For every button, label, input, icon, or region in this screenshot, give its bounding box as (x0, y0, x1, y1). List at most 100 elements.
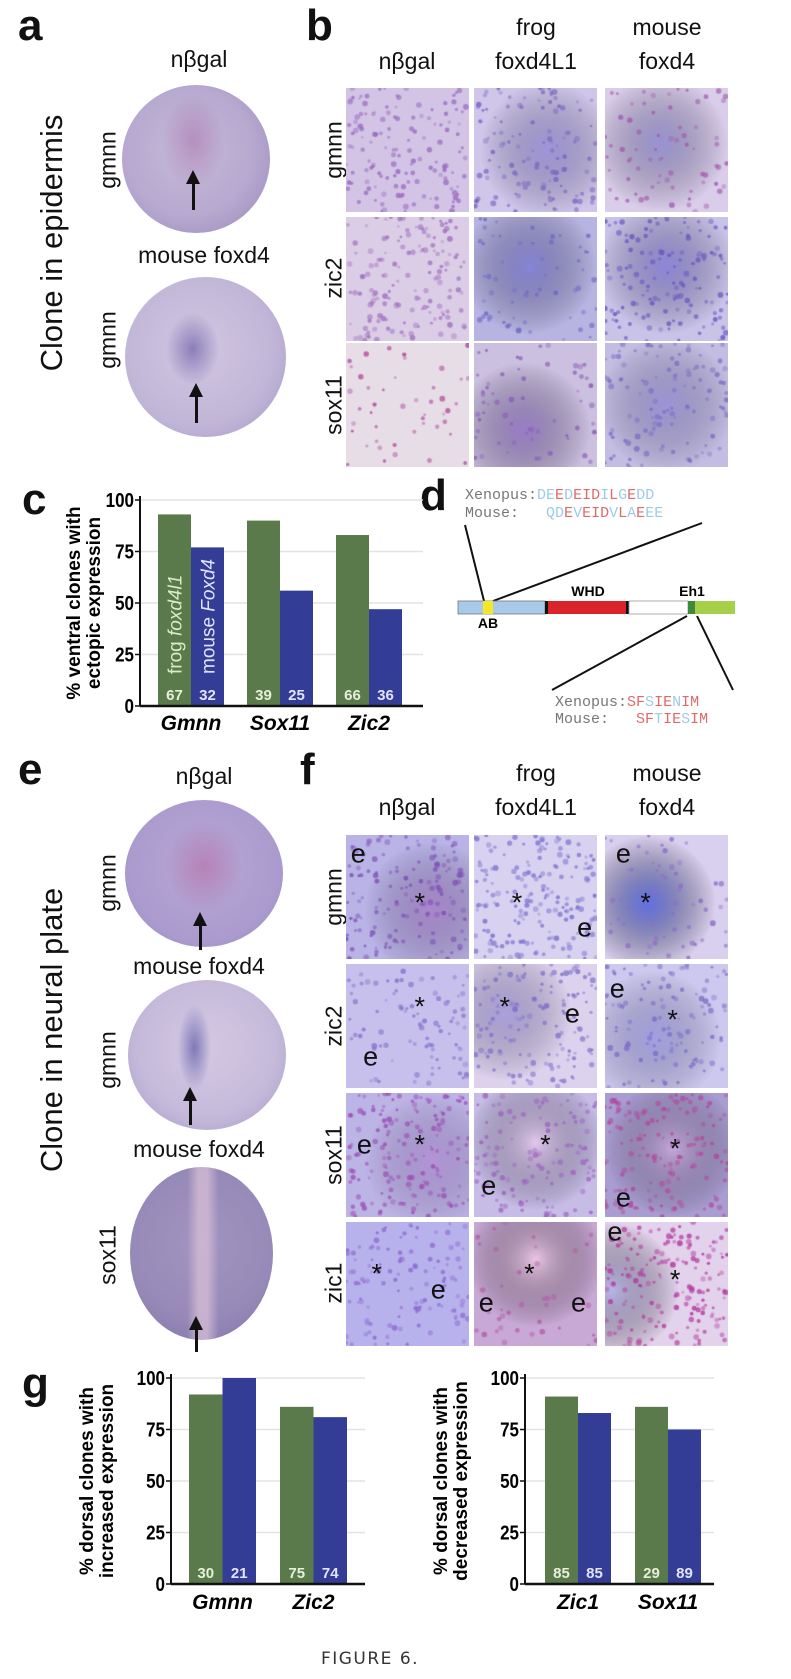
ab-domain (483, 601, 493, 614)
bar-count-label: 75 (288, 1565, 305, 1582)
amino-acid: E (654, 505, 664, 522)
protein-domain-diagram: WHD Eh1 AB (457, 522, 735, 691)
domain-border (545, 601, 548, 614)
amino-acid-sequence: QDEVEIDVLAEEE (546, 505, 663, 522)
embryo-image (130, 1167, 273, 1340)
micrograph-panel: e * (605, 1222, 728, 1346)
amino-acid: E (672, 711, 682, 728)
epidermis-marker: e (609, 973, 625, 1004)
sequence-mouse-eh1: Mouse: SFTIESIM (555, 712, 708, 727)
callout-line (551, 615, 688, 691)
micrograph-panel (605, 88, 728, 212)
panel-label-f: f (300, 745, 315, 794)
amino-acid: F (636, 694, 646, 711)
callout-line (492, 522, 703, 602)
amino-acid: L (609, 487, 619, 504)
column-header-line2: foxd4L1 (495, 48, 577, 74)
amino-acid-sequence: SFTIESIM (636, 711, 708, 728)
amino-acid: E (663, 694, 673, 711)
amino-acid: I (690, 711, 700, 728)
amino-acid: E (555, 487, 565, 504)
bar (545, 1396, 578, 1584)
y-axis-label: % dorsal clones with (431, 1387, 452, 1575)
amino-acid-sequence: DEEDEIDILGEDD (537, 487, 654, 504)
bar (158, 514, 191, 706)
y-tick-label: 0 (125, 695, 134, 718)
y-tick-label: 25 (500, 1521, 519, 1544)
y-tick-label: 100 (106, 489, 134, 512)
micrograph-panel: e * (346, 835, 469, 959)
domain-label-eh1: Eh1 (679, 583, 705, 599)
bar-count-label: 36 (377, 687, 394, 704)
clone-center-asterisk: * (511, 887, 523, 918)
amino-acid: I (654, 694, 664, 711)
bar-count-label: 32 (199, 687, 216, 704)
amino-acid: S (636, 711, 646, 728)
micrograph-panel (346, 343, 469, 467)
epidermis-marker: e (607, 1222, 623, 1247)
eh1-domain (688, 601, 695, 614)
arrow-icon (183, 1087, 197, 1125)
amino-acid: D (591, 487, 601, 504)
sequence-xenopus-ab: Xenopus:DEEDEIDILGEDD (465, 488, 654, 503)
epidermis-marker: e (577, 912, 593, 943)
bar (222, 1378, 256, 1584)
amino-acid: D (537, 487, 547, 504)
y-tick-label: 100 (491, 1367, 519, 1390)
y-tick-label: 75 (500, 1418, 519, 1441)
bar (247, 520, 280, 706)
micrograph-panel: e * (605, 964, 728, 1088)
epidermis-marker: e (356, 1129, 372, 1160)
epidermis-marker: e (615, 838, 631, 869)
y-tick-label: 25 (146, 1521, 165, 1544)
bar (189, 1394, 223, 1584)
bar (191, 547, 224, 706)
domain-label-ab: AB (478, 615, 498, 631)
clone-center-asterisk: * (540, 1129, 551, 1160)
y-tick-label: 50 (500, 1470, 519, 1493)
clone-center-asterisk: * (414, 991, 426, 1022)
bar-chart-c: 0 25 50 75 100 67 32 Gmnn 39 25 Sox11 66 36 Zic2 % ven… (64, 489, 423, 735)
column-header-line1: frog (516, 760, 556, 786)
n-terminal-region (457, 600, 546, 615)
micrograph-panel: * e (474, 1093, 597, 1217)
micrograph-panel: * e e (474, 1222, 597, 1346)
category-label: Gmnn (161, 712, 222, 735)
embryo-title: nβgal (170, 46, 228, 72)
clone-center-asterisk: * (414, 887, 426, 918)
callout-line (464, 524, 485, 602)
embryo-title: nβgal (175, 763, 233, 789)
figure-caption: FIGURE 6. (320, 1649, 420, 1669)
column-header-line1: frog (516, 14, 556, 40)
amino-acid: E (627, 487, 637, 504)
domain-border (626, 601, 629, 614)
micrograph-panel: e * (346, 1093, 469, 1217)
micrograph-panel: * e (346, 1222, 469, 1346)
amino-acid: D (636, 487, 646, 504)
species-label: Xenopus: (555, 694, 628, 711)
whd-domain (548, 601, 626, 614)
embryo-title: mouse foxd4 (133, 953, 265, 979)
bar-count-label: 85 (553, 1565, 570, 1582)
amino-acid: I (663, 711, 673, 728)
domain-label-whd: WHD (571, 583, 604, 599)
column-header-line1: mouse (632, 14, 702, 40)
amino-acid: E (573, 487, 583, 504)
bar (668, 1429, 701, 1584)
panel-label-d: d (420, 471, 447, 520)
amino-acid: N (672, 694, 682, 711)
column-header: nβgal (378, 794, 436, 820)
species-label: Mouse: (465, 505, 547, 522)
micrograph-panel (346, 88, 469, 212)
column-header-line2: foxd4L1 (495, 794, 577, 820)
epidermis-marker: e (564, 998, 580, 1029)
clone-center-asterisk: * (414, 1129, 426, 1160)
micrograph-panel: * e (605, 1093, 728, 1217)
bar (369, 609, 402, 706)
micrograph-panel: * e (346, 964, 469, 1088)
micrograph-panel (346, 217, 469, 341)
category-label: Zic1 (556, 1591, 599, 1614)
bar-chart-g-increased: 0 25 50 75 100 30 21 Gmnn 75 74 Zic2 % dorsal clone… (77, 1367, 365, 1614)
amino-acid: E (636, 505, 646, 522)
arrow-icon (189, 383, 203, 423)
